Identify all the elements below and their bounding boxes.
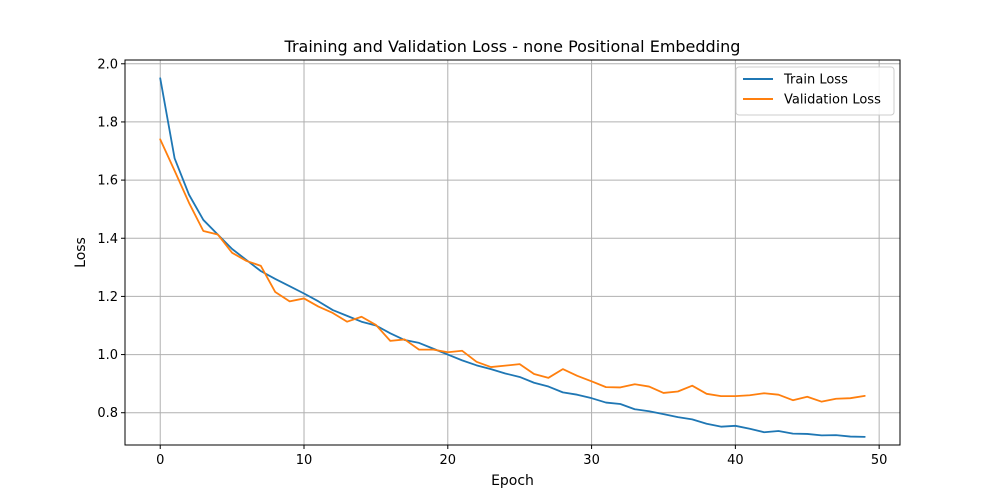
x-tick-label: 50 bbox=[871, 453, 888, 468]
y-tick-label: 2.0 bbox=[97, 57, 118, 72]
plot-frame bbox=[124, 59, 901, 446]
chart-title: Training and Validation Loss - none Posi… bbox=[284, 37, 741, 56]
series-line-train-loss bbox=[159, 77, 866, 438]
legend: Train Loss Validation Loss bbox=[735, 66, 895, 116]
x-tick-label: 0 bbox=[156, 453, 164, 468]
x-axis-label: Epoch bbox=[491, 473, 534, 489]
y-tick-label: 1.2 bbox=[97, 290, 118, 305]
y-axis: 0.8 1.0 1.2 1.4 1.6 1.8 2.0 bbox=[97, 57, 125, 421]
x-axis: 0 10 20 30 40 50 bbox=[156, 445, 887, 468]
x-tick-label: 20 bbox=[440, 453, 457, 468]
y-axis-label: Loss bbox=[73, 237, 89, 268]
series-line-validation-loss bbox=[159, 138, 866, 403]
x-tick-label: 30 bbox=[583, 453, 600, 468]
y-tick-label: 1.6 bbox=[97, 174, 118, 189]
series-layer bbox=[159, 77, 866, 438]
grid bbox=[125, 60, 900, 445]
y-tick-label: 1.4 bbox=[97, 232, 118, 247]
legend-box bbox=[735, 66, 895, 116]
y-tick-label: 1.8 bbox=[97, 115, 118, 130]
x-tick-label: 40 bbox=[727, 453, 744, 468]
legend-label-validation: Validation Loss bbox=[784, 93, 881, 108]
y-tick-label: 1.0 bbox=[97, 348, 118, 363]
legend-label-train: Train Loss bbox=[783, 73, 848, 88]
x-tick-label: 10 bbox=[296, 453, 313, 468]
y-tick-label: 0.8 bbox=[97, 406, 118, 421]
